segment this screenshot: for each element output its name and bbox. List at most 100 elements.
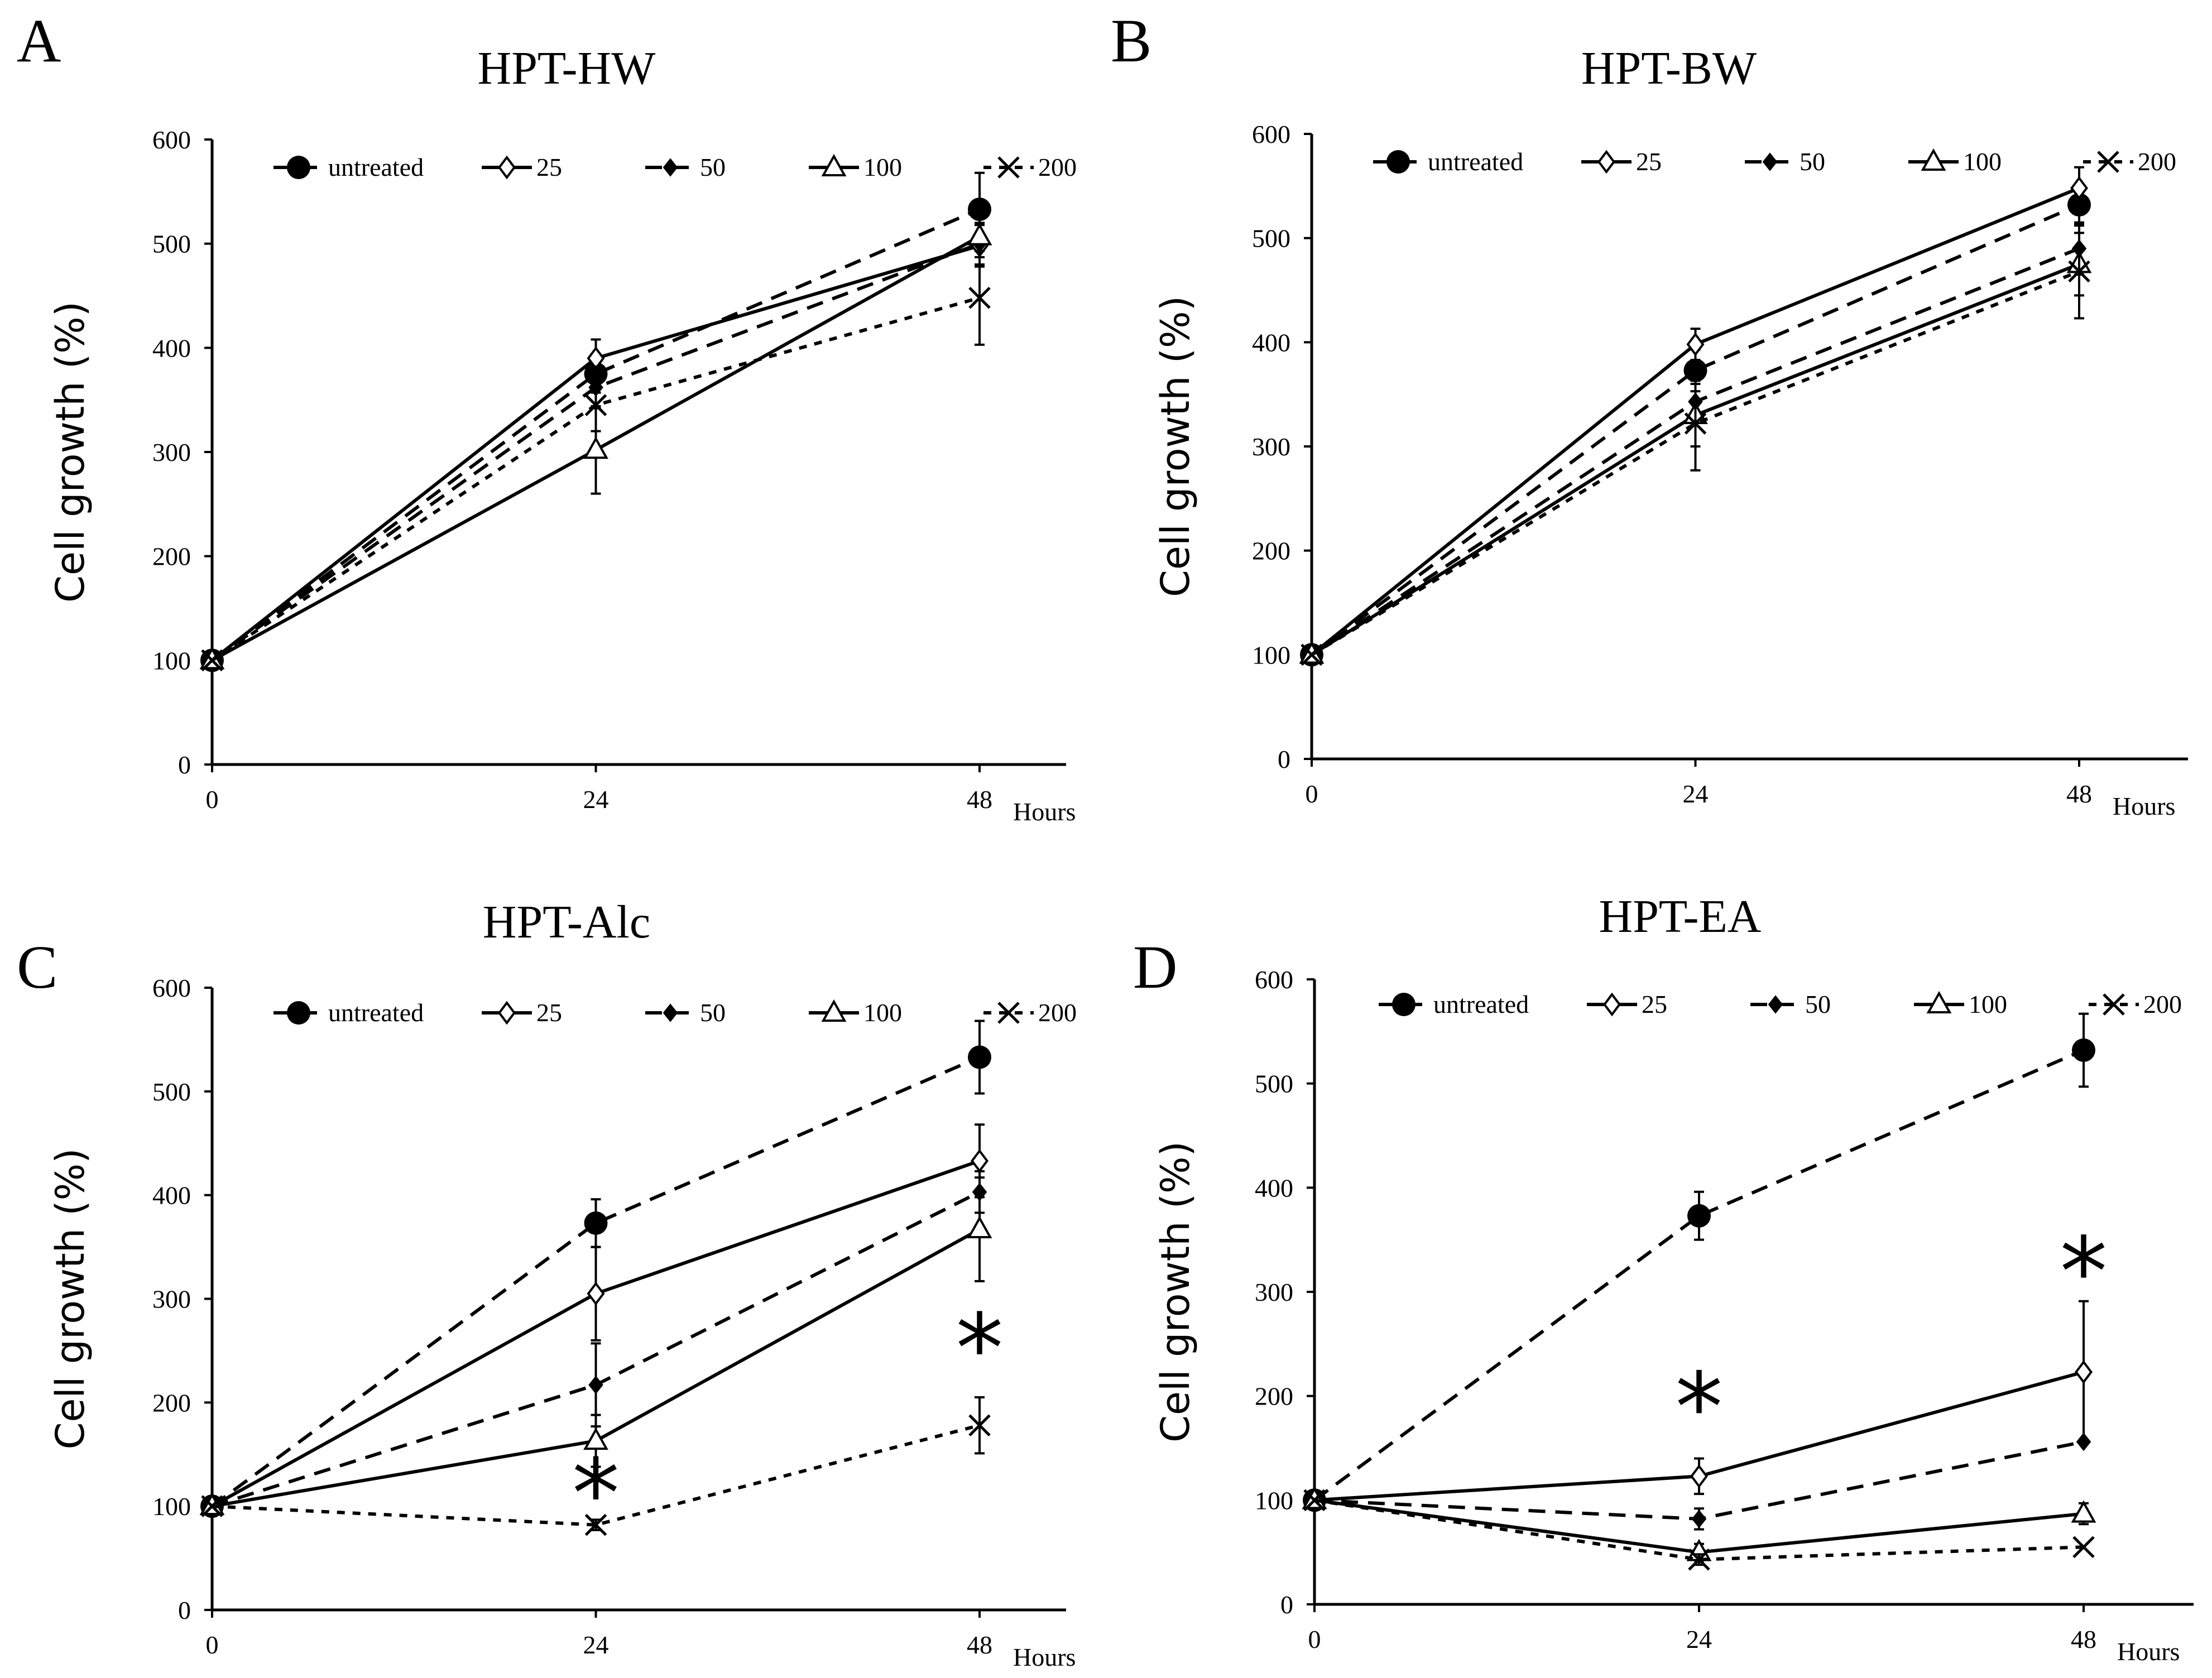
y-axis-label: Cell growth (%)	[1153, 296, 1198, 597]
legend-marker	[821, 999, 847, 1022]
legend-label: 100	[863, 153, 902, 181]
y-tick-label: 100	[1252, 641, 1290, 669]
legend-label: 100	[1969, 990, 2007, 1018]
series-line	[1313, 1049, 2085, 1502]
series-100	[1302, 1487, 2096, 1562]
data-point	[968, 286, 991, 309]
legend-label: 200	[2138, 147, 2176, 176]
legend-marker	[2097, 151, 2119, 173]
y-tick-label: 400	[1255, 1174, 1293, 1202]
data-point	[2071, 1500, 2096, 1523]
series-line	[1314, 1498, 2084, 1561]
y-tick-label: 600	[1255, 965, 1293, 994]
x-tick-label: 24	[583, 1631, 609, 1659]
x-tick-label: 24	[583, 785, 609, 814]
y-tick-label: 0	[178, 751, 191, 779]
y-tick-label: 200	[1252, 537, 1290, 565]
legend-label: untreated	[1433, 990, 1529, 1018]
data-point	[2070, 176, 2088, 200]
x-tick-label: 0	[206, 785, 219, 814]
legend-marker	[1768, 995, 1783, 1014]
legend-label: 100	[863, 998, 902, 1027]
legend-marker	[1762, 152, 1778, 171]
y-axis-label: Cell growth (%)	[47, 1148, 93, 1449]
panel-b: B HPT-BW 0 100 200 300 400 500 600 0 24 48 Hours Cell…	[1111, 7, 2188, 820]
data-point	[201, 1495, 223, 1517]
y-tick-label: 0	[178, 1596, 191, 1624]
y-tick-label: 400	[152, 334, 191, 362]
x-tick-label: 0	[1308, 1625, 1321, 1653]
data-point	[1686, 332, 1705, 357]
panel-c: C HPT-Alc 0 100 200 300 400 500 600 0 24 48 Hours Cel…	[17, 896, 1077, 1671]
x-axis-label: Hours	[2117, 1637, 2180, 1666]
data-point	[968, 198, 991, 222]
panel-letter: A	[17, 7, 61, 75]
data-point	[583, 1427, 608, 1450]
legend-label: 200	[2143, 990, 2182, 1018]
data-point	[584, 394, 607, 416]
data-point	[1687, 1204, 1711, 1228]
panel-letter: B	[1111, 7, 1151, 75]
x-tick-label: 48	[967, 1631, 992, 1659]
x-tick-label: 24	[1686, 1625, 1712, 1653]
y-tick-label: 600	[1252, 120, 1290, 148]
data-point	[1301, 643, 1323, 666]
data-point	[1683, 358, 1707, 382]
legend-label: 25	[1636, 147, 1662, 176]
legend-marker	[997, 1002, 1020, 1024]
legend-marker	[1597, 150, 1615, 174]
legend-marker	[287, 156, 310, 179]
data-point	[588, 1376, 603, 1395]
legend: untreated 25 50 100 200	[273, 153, 1077, 181]
legend-label: 50	[1805, 990, 1831, 1018]
legend-marker	[1926, 991, 1952, 1013]
y-tick-label: 500	[1252, 224, 1290, 253]
data-point	[2072, 1038, 2095, 1062]
data-point	[201, 649, 223, 672]
legend: untreated 25 50 100 200	[1373, 147, 2176, 176]
y-axis-label: Cell growth (%)	[1153, 1141, 1198, 1443]
y-tick-label: 300	[1252, 432, 1290, 461]
panel-title: HPT-Alc	[483, 896, 650, 948]
legend-label: 100	[1963, 147, 2002, 176]
data-point	[584, 1211, 608, 1235]
y-tick-label: 200	[1255, 1382, 1293, 1411]
legend-label: 50	[1800, 147, 1825, 176]
legend-marker	[1921, 148, 1946, 171]
y-tick-label: 100	[152, 1492, 191, 1521]
data-point	[1688, 1548, 1710, 1571]
y-axis-label: Cell growth (%)	[47, 301, 93, 603]
legend-label: 25	[1642, 990, 1667, 1018]
legend-label: untreated	[1428, 147, 1523, 176]
y-tick-label: 400	[152, 1181, 191, 1210]
panel-a: A HPT-HW 0 100 200 300 400 500 600 0 24 48 Hours Cell…	[17, 7, 1077, 826]
series-line	[211, 208, 981, 662]
legend-label: 25	[536, 998, 562, 1027]
y-tick-label: 400	[1252, 328, 1290, 357]
series-200	[201, 249, 991, 672]
x-tick-label: 24	[1683, 780, 1709, 808]
data-point	[2075, 1360, 2093, 1384]
x-tick-label: 48	[2066, 780, 2092, 808]
legend-marker	[287, 1001, 310, 1025]
y-tick-label: 0	[1278, 745, 1290, 773]
x-axis-label: Hours	[1013, 1643, 1076, 1671]
data-point	[1684, 412, 1707, 435]
y-tick-label: 100	[1255, 1486, 1293, 1514]
x-tick-label: 0	[206, 1631, 219, 1659]
legend-marker	[498, 155, 516, 180]
x-axis-label: Hours	[1013, 797, 1076, 826]
series-line	[211, 1055, 981, 1508]
legend-label: untreated	[328, 153, 424, 181]
significance-asterisk: *	[956, 1294, 1004, 1405]
panel-title: HPT-BW	[1581, 42, 1757, 94]
series-line	[1311, 270, 2080, 656]
series-line	[1311, 203, 2080, 656]
x-axis-label: Hours	[2113, 792, 2175, 820]
data-point	[967, 1215, 992, 1238]
panel-title: HPT-HW	[478, 42, 656, 94]
panel-letter: C	[17, 933, 57, 1001]
legend-marker	[2103, 993, 2125, 1016]
y-tick-label: 500	[152, 230, 191, 258]
legend: untreated 25 50 100 200	[1379, 990, 2182, 1018]
